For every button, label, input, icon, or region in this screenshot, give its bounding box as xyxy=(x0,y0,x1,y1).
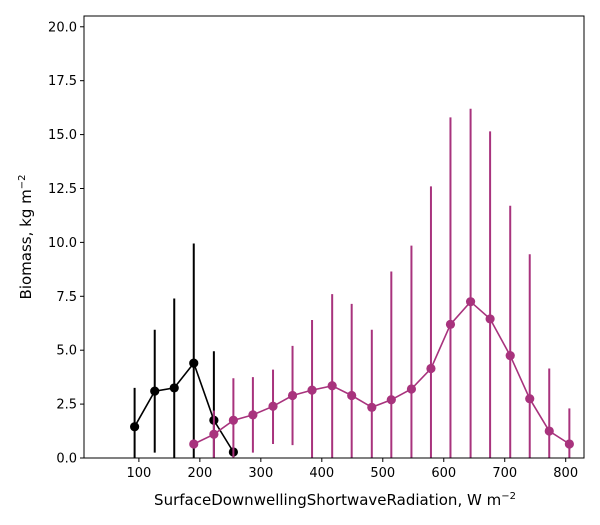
data-point xyxy=(189,358,199,368)
y-tick-label: 0.0 xyxy=(56,452,77,467)
data-point xyxy=(367,402,377,412)
data-point xyxy=(426,363,436,374)
data-point xyxy=(347,390,357,401)
y-tick-label: 2.5 xyxy=(56,398,77,413)
data-point xyxy=(169,383,179,393)
y-tick-label: 12.5 xyxy=(48,182,77,197)
x-axis-label-text: SurfaceDownwellingShortwaveRadiation, W … xyxy=(154,491,501,509)
x-tick-label: 300 xyxy=(248,466,273,481)
x-tick-label: 100 xyxy=(126,466,151,481)
data-point xyxy=(406,384,417,394)
data-point xyxy=(248,410,258,420)
x-tick-label: 200 xyxy=(187,466,212,481)
x-axis-ticks: 100 200 300 400 500 600 700 800 xyxy=(126,458,578,481)
data-series-layer xyxy=(130,108,574,458)
y-tick-label: 20.0 xyxy=(48,20,77,35)
y-tick-label: 7.5 xyxy=(56,290,77,305)
data-point xyxy=(228,415,238,425)
data-point xyxy=(525,394,535,404)
y-axis-ticks: 0.0 2.5 5.0 7.5 10.0 12.5 15.0 17.5 20.0 xyxy=(48,20,84,467)
y-axis-label-text: Biomass, kg m xyxy=(17,189,35,299)
series-line xyxy=(133,361,235,453)
data-point xyxy=(268,401,278,411)
x-tick-label: 400 xyxy=(309,466,334,481)
data-point xyxy=(505,350,515,361)
data-point xyxy=(544,426,554,436)
data-point xyxy=(445,319,456,329)
data-point xyxy=(327,381,337,391)
x-tick-label: 800 xyxy=(553,466,578,481)
x-tick-label: 600 xyxy=(431,466,456,481)
x-tick-label: 700 xyxy=(492,466,517,481)
data-point xyxy=(287,390,298,401)
x-tick-label: 500 xyxy=(370,466,395,481)
y-axis-label: Biomass, kg m−2 xyxy=(17,175,35,300)
x-axis-label-unit-exponent: −2 xyxy=(501,491,516,502)
data-point xyxy=(564,439,574,449)
y-tick-label: 10.0 xyxy=(48,236,77,251)
series-2 xyxy=(189,108,574,458)
data-point xyxy=(189,439,199,449)
data-point xyxy=(465,297,476,307)
data-point xyxy=(485,314,495,324)
y-tick-label: 5.0 xyxy=(56,344,77,359)
series-1 xyxy=(130,243,238,458)
data-point xyxy=(307,385,317,395)
plot-frame xyxy=(83,15,585,459)
y-tick-label: 17.5 xyxy=(48,74,77,89)
x-axis-label: SurfaceDownwellingShortwaveRadiation, W … xyxy=(154,491,516,509)
data-point xyxy=(130,422,140,432)
data-point xyxy=(150,386,160,396)
data-point xyxy=(386,395,396,405)
data-point xyxy=(209,429,219,439)
y-axis-label-unit-exponent: −2 xyxy=(17,175,28,190)
y-tick-label: 15.0 xyxy=(48,128,77,143)
